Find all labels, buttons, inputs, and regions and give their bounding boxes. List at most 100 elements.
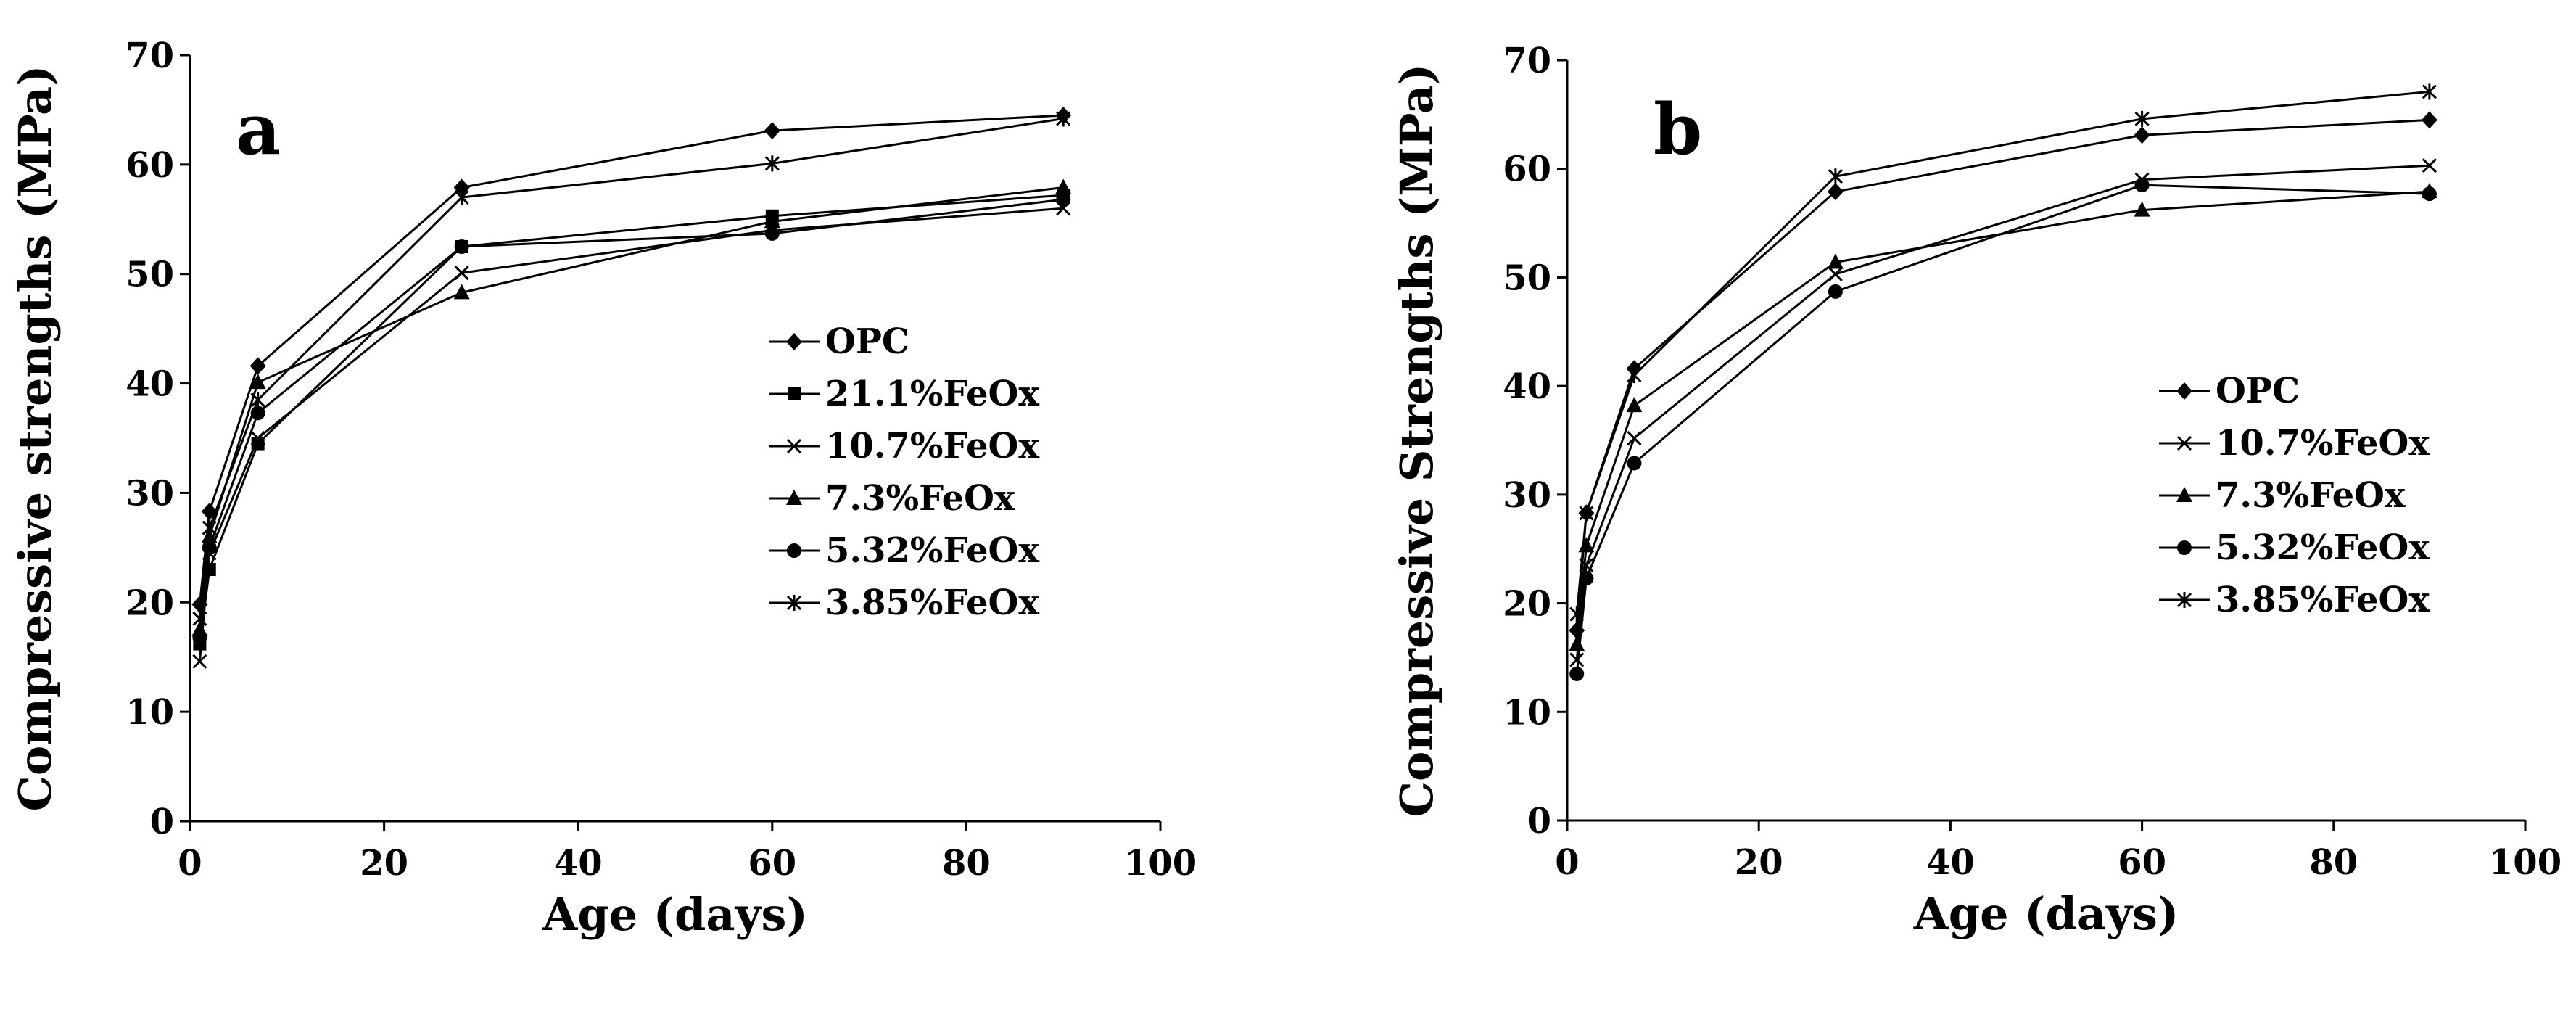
legend-marker-b-3-shape	[2177, 540, 2192, 555]
series-b-0-point-4-shape	[2134, 126, 2150, 144]
series-b-2-point-0	[1569, 635, 1585, 651]
series-a-3-point-4-shape	[764, 213, 780, 229]
series-b-3-point-3-shape	[1828, 284, 1843, 299]
series-b-4-point-5	[2422, 83, 2437, 100]
series-b-4-point-0	[1569, 606, 1585, 622]
legend-marker-a-2-stroke-2	[786, 438, 802, 454]
series-a-0-point-4-shape	[764, 122, 780, 140]
series-b-3-line	[1575, 184, 2430, 675]
y-axis-title-a: Compressive strengths (MPa)	[9, 65, 62, 812]
y-tick-label-a-5: 50	[125, 255, 174, 295]
y-tick-label-b-0: 0	[1527, 801, 1551, 842]
series-a-4-point-5-shape	[1056, 192, 1071, 207]
series-a-2-point-2-stroke-2	[250, 430, 265, 446]
series-b-1-point-0-stroke-2	[1569, 652, 1585, 667]
series-b-3-point-4-shape	[2134, 178, 2150, 193]
x-tick-label-a-3: 60	[748, 843, 796, 884]
legend-marker-b-3	[2177, 540, 2192, 555]
series-b-2-point-2-shape	[1626, 397, 1643, 413]
y-tick-label-a-3: 30	[125, 473, 174, 514]
y-tick-label-a-6: 60	[125, 145, 174, 186]
series-a-3-point-4	[764, 213, 780, 229]
series-a-0-point-4	[764, 122, 780, 140]
series-b-3-point-2-shape	[1627, 456, 1642, 471]
series-b-0-point-3-shape	[1827, 183, 1844, 201]
series-a-4-point-1	[202, 540, 217, 555]
series-b-3-point-5-shape	[2422, 186, 2437, 202]
series-b-1-point-2	[1627, 430, 1642, 446]
series-a-2-point-3	[454, 266, 469, 281]
x-tick-label-b-3: 60	[2118, 842, 2166, 883]
legend-marker-b-1-stroke-2	[2176, 435, 2192, 451]
chart-panel-a: 0 10 20 30 40 50 60 70 0 20 40 60 80 100 Age (days) Com…	[9, 36, 1197, 941]
y-tick-label-a-0: 0	[150, 802, 174, 842]
y-axis-title-b: Compressive Strengths (MPa)	[1390, 64, 1443, 818]
x-tick-label-a-2: 40	[554, 843, 603, 884]
series-b-3-point-0-shape	[1569, 666, 1585, 681]
series-b-0-point-3	[1827, 183, 1844, 201]
y-tick-label-a-7: 70	[125, 36, 174, 76]
series-b-3-point-1	[1579, 571, 1594, 586]
series-b-3-point-4	[2134, 178, 2150, 193]
legend-label-a-0: OPC	[825, 321, 909, 362]
series-b-2-point-0-shape	[1569, 635, 1585, 651]
legend-marker-a-4-shape	[787, 543, 801, 558]
legend-label-b-1: 10.7%FeOx	[2216, 423, 2430, 464]
y-tick-label-b-6: 60	[1503, 149, 1551, 190]
x-tick-label-b-1: 20	[1735, 842, 1783, 883]
series-a-5-point-4	[764, 155, 780, 172]
series-a-0-point-2	[249, 357, 266, 375]
series-b-3-point-5	[2422, 186, 2437, 202]
series-a-4	[192, 192, 1071, 645]
y-tick-label-b-3: 30	[1503, 475, 1551, 516]
series-b-1-point-5	[2422, 158, 2437, 173]
series-a-2-point-0-stroke-2	[192, 654, 207, 669]
series-a-3-point-3	[453, 284, 470, 300]
series-a-4-point-5	[1056, 192, 1071, 207]
series-b-2-point-3	[1827, 253, 1844, 269]
series-a-4-line	[198, 198, 1064, 638]
series-b-2-point-4-shape	[2134, 201, 2150, 217]
series-a-5-point-0	[192, 610, 207, 627]
legend-marker-b-4	[2176, 592, 2192, 608]
series-a-1-line	[198, 194, 1064, 644]
series-b-2-line	[1575, 190, 2430, 645]
y-tick-label-b-7: 70	[1503, 41, 1551, 81]
legend-marker-a-3	[786, 490, 802, 505]
legend-item-a-5: 3.85%FeOx	[769, 583, 1039, 623]
legend-marker-a-3-shape	[786, 490, 802, 505]
chart-panel-b: 0 10 20 30 40 50 60 70 0 20 40 60 80 100 Age (days) Com…	[1390, 41, 2561, 940]
legend-label-a-1: 21.1%FeOx	[825, 374, 1039, 414]
series-b-4-point-3	[1828, 168, 1843, 185]
legend-marker-a-5	[786, 595, 802, 611]
series-b-0-point-5	[2421, 111, 2437, 129]
series-b-4-point-4	[2134, 110, 2150, 127]
series-a-5-line	[198, 118, 1064, 620]
legend-marker-a-1-shape	[788, 387, 801, 400]
series-b-0-point-4	[2134, 126, 2150, 144]
series-b-1-point-0	[1569, 652, 1585, 667]
series-a-4-point-0	[192, 630, 207, 645]
series-a-5-point-5	[1056, 110, 1071, 127]
legend-item-a-0: OPC	[769, 321, 909, 362]
legend-marker-a-2	[786, 438, 802, 454]
series-b-2-point-1	[1578, 537, 1595, 553]
series-b-4-line	[1575, 90, 2430, 614]
series-b-2-point-1-shape	[1578, 537, 1595, 553]
x-axis-title-b: Age (days)	[1913, 887, 2179, 940]
series-b-2-point-2	[1626, 397, 1643, 413]
series-a-3-point-5-shape	[1055, 178, 1072, 194]
x-tick-label-a-1: 20	[360, 843, 408, 884]
legend-item-b-4: 3.85%FeOx	[2159, 580, 2430, 620]
legend-marker-b-1	[2176, 435, 2192, 451]
series-b-1-point-5-stroke-2	[2422, 158, 2437, 173]
legend-item-a-3: 7.3%FeOx	[769, 478, 1015, 519]
series-b-3-point-1-shape	[1579, 571, 1594, 586]
series-b-1-point-3	[1828, 266, 1843, 281]
legend-label-a-2: 10.7%FeOx	[825, 426, 1039, 466]
legend-item-b-3: 5.32%FeOx	[2159, 527, 2430, 568]
panel-label-b: b	[1654, 89, 1702, 170]
series-b-3-point-3	[1828, 284, 1843, 299]
legend-item-b-2: 7.3%FeOx	[2159, 475, 2406, 516]
